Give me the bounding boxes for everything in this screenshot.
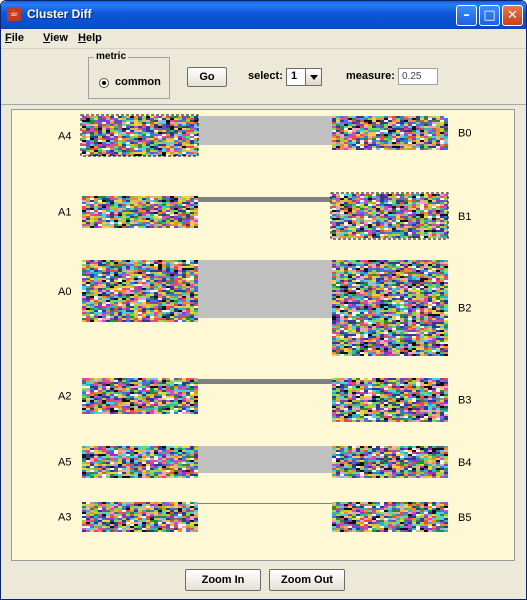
B4-cluster-block[interactable] — [332, 446, 448, 478]
link-A2-B3 — [197, 379, 332, 384]
select-label: select: — [248, 70, 283, 82]
label-A1: A1 — [58, 207, 71, 219]
label-B5: B5 — [458, 512, 471, 524]
menu-help[interactable]: Help — [78, 32, 102, 44]
go-button[interactable]: Go — [187, 67, 227, 87]
minimize-icon: – — [463, 8, 470, 23]
metric-group: metric common — [88, 57, 170, 99]
label-A0: A0 — [58, 286, 71, 298]
footer-bar: Zoom In Zoom Out — [1, 563, 526, 599]
select-dropdown[interactable]: 1 — [286, 68, 322, 86]
chevron-down-icon[interactable] — [305, 69, 321, 85]
B0-cluster-block[interactable] — [332, 116, 448, 150]
label-B2: B2 — [458, 303, 471, 315]
toolbar: metric common Go select: 1 measure: 0.25 — [1, 49, 526, 105]
common-radio-label[interactable]: common — [115, 76, 161, 88]
label-B4: B4 — [458, 457, 471, 469]
zoom-in-button[interactable]: Zoom In — [185, 569, 261, 591]
A4-cluster-block[interactable] — [81, 115, 198, 156]
label-A3: A3 — [58, 512, 71, 524]
maximize-icon: □ — [483, 8, 495, 23]
label-A4: A4 — [58, 131, 71, 143]
label-B1: B1 — [458, 211, 471, 223]
A5-cluster-block[interactable] — [82, 446, 198, 478]
link-A3-B5 — [197, 503, 332, 504]
B2-cluster-block[interactable] — [332, 260, 448, 356]
label-B3: B3 — [458, 395, 471, 407]
B1-cluster-block[interactable] — [331, 193, 448, 239]
measure-label: measure: — [346, 70, 395, 82]
close-button[interactable]: ✕ — [502, 5, 523, 26]
zoom-out-button[interactable]: Zoom Out — [269, 569, 345, 591]
cluster-diagram: A4 A1 A0 A2 A5 A3 B0 B1 B2 B3 B4 B5 — [12, 110, 516, 562]
close-icon: ✕ — [507, 8, 518, 23]
select-value: 1 — [291, 70, 297, 82]
A3-cluster-block[interactable] — [82, 502, 198, 532]
A2-cluster-block[interactable] — [82, 378, 198, 414]
java-cup-icon: ☕ — [7, 7, 21, 21]
metric-legend: metric — [94, 51, 128, 62]
menu-bar: File View Help — [1, 29, 526, 49]
label-A5: A5 — [58, 457, 71, 469]
menu-file[interactable]: File — [5, 32, 24, 44]
cluster-canvas[interactable]: A4 A1 A0 A2 A5 A3 B0 B1 B2 B3 B4 B5 — [11, 109, 515, 561]
B5-cluster-block[interactable] — [332, 502, 448, 532]
measure-field[interactable]: 0.25 — [398, 68, 438, 85]
link-A5-B4 — [197, 446, 332, 473]
menu-view[interactable]: View — [43, 32, 68, 44]
label-B0: B0 — [458, 128, 471, 140]
minimize-button[interactable]: – — [456, 5, 477, 26]
label-A2: A2 — [58, 391, 71, 403]
link-A4-B0 — [197, 116, 332, 145]
B3-cluster-block[interactable] — [332, 378, 448, 422]
title-bar[interactable]: ☕ Cluster Diff – □ ✕ — [1, 1, 526, 29]
window-title: Cluster Diff — [27, 7, 92, 21]
A0-cluster-block[interactable] — [82, 260, 198, 322]
link-A1-B1 — [197, 197, 332, 202]
maximize-button[interactable]: □ — [479, 5, 500, 26]
link-A0-B2 — [197, 260, 332, 318]
common-radio[interactable] — [99, 78, 109, 88]
A1-cluster-block[interactable] — [82, 196, 198, 228]
